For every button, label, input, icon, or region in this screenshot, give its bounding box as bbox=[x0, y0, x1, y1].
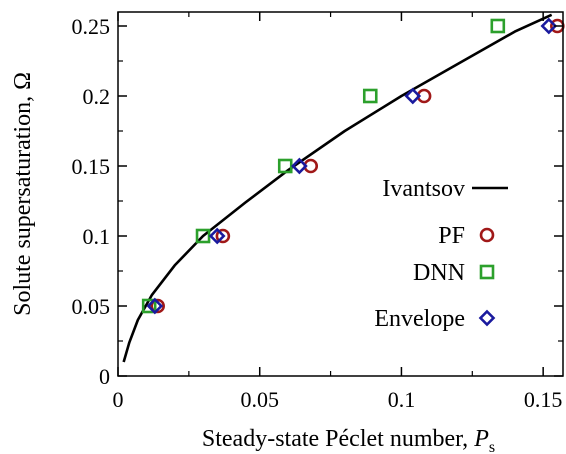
series-dnn-point bbox=[490, 18, 506, 34]
y-tick-label: 0 bbox=[99, 364, 110, 389]
x-tick-label: 0.1 bbox=[388, 387, 416, 412]
series-pf-point bbox=[215, 228, 231, 244]
y-tick-label: 0.2 bbox=[83, 84, 111, 109]
x-tick-label: 0 bbox=[113, 387, 124, 412]
y-tick-label: 0.1 bbox=[83, 224, 111, 249]
legend-label-pf: PF bbox=[438, 223, 465, 249]
y-tick-label: 0.05 bbox=[72, 294, 111, 319]
series-pf-point bbox=[150, 298, 165, 314]
legend-label-envelope: Envelope bbox=[374, 306, 465, 332]
x-axis-title-subscript: s bbox=[489, 439, 495, 454]
y-axis-title: Solute supersaturation, Ω bbox=[10, 72, 36, 316]
legend-label-dnn: DNN bbox=[413, 260, 465, 286]
legend-swatch-envelope bbox=[478, 309, 496, 327]
legend-swatch-dnn bbox=[479, 264, 495, 280]
x-tick-label: 0.05 bbox=[240, 387, 279, 412]
legend-label-ivantsov: Ivantsov bbox=[382, 176, 465, 202]
x-axis-title-text: Steady-state Péclet number, bbox=[202, 426, 474, 452]
plot-frame bbox=[117, 11, 564, 377]
x-tick-label: 0.15 bbox=[524, 387, 563, 412]
y-tick-label: 0.25 bbox=[72, 14, 111, 39]
plot-layer bbox=[122, 13, 565, 363]
ticks-layer: 0 0.05 0.1 0.15 0 0.05 0.1 0.15 0.2 0.25 bbox=[72, 12, 563, 412]
series-envelope-point bbox=[208, 227, 226, 245]
series-dnn-point bbox=[141, 298, 157, 314]
series-dnn-point bbox=[362, 88, 378, 104]
legend-swatch-pf bbox=[479, 227, 495, 243]
series-envelope-point bbox=[146, 297, 164, 315]
x-axis-title-symbol: P bbox=[473, 426, 489, 452]
series-envelope-point bbox=[291, 157, 308, 175]
x-axis-title: Steady-state Péclet number, Ps bbox=[202, 426, 495, 454]
series-envelope-point bbox=[404, 87, 422, 105]
legend: Ivantsov PF DNN Envelope bbox=[374, 176, 508, 332]
series-envelope-point bbox=[540, 17, 558, 35]
series-ivantsov-line bbox=[122, 13, 553, 363]
y-tick-label: 0.15 bbox=[72, 154, 111, 179]
